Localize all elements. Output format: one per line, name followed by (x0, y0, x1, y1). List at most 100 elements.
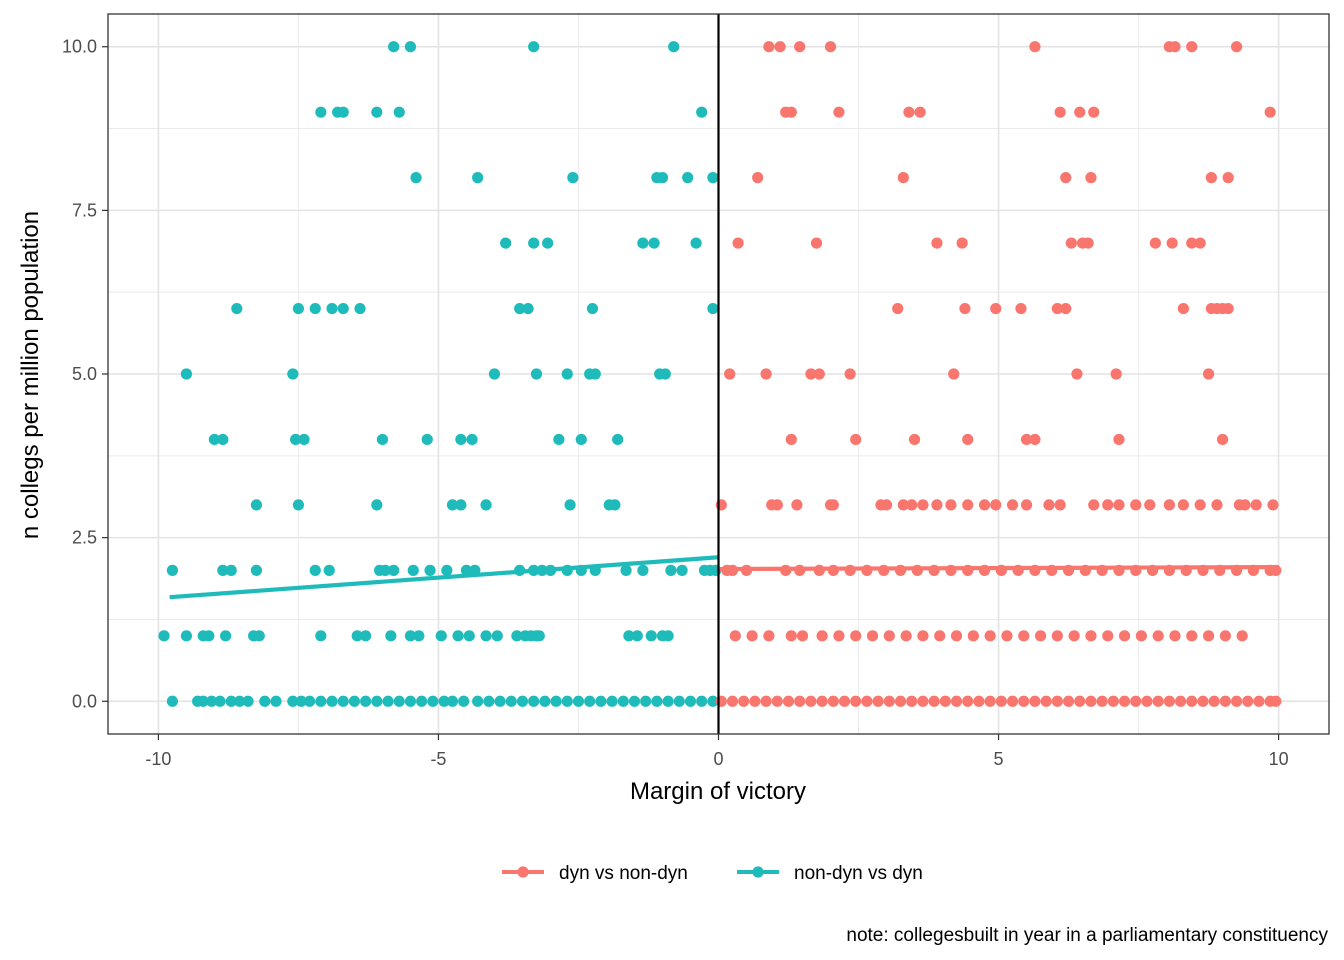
data-point (290, 433, 302, 446)
data-point (637, 564, 649, 576)
data-point (850, 433, 862, 446)
y-tick-label: 0.0 (72, 691, 97, 711)
data-point (572, 695, 585, 707)
data-point (707, 302, 719, 315)
data-point (250, 499, 263, 511)
legend: dyn vs non-dyn non-dyn vs dyn (502, 863, 923, 884)
data-point (623, 630, 635, 642)
data-point (1236, 630, 1248, 642)
data-point (424, 564, 436, 576)
data-point (760, 368, 772, 380)
data-point (833, 106, 845, 118)
data-point (813, 368, 825, 380)
data-point (533, 630, 545, 642)
data-point (561, 368, 573, 380)
data-point (690, 237, 702, 249)
data-point (253, 630, 265, 642)
data-point (897, 172, 909, 184)
data-point (584, 695, 596, 707)
data-point (309, 302, 321, 315)
x-axis-title: Margin of victory (630, 778, 806, 805)
data-point (612, 433, 624, 446)
data-point (208, 433, 221, 446)
data-point (1194, 237, 1206, 249)
data-point (628, 695, 641, 707)
data-point (838, 695, 851, 707)
data-point (166, 695, 179, 707)
data-point (1130, 695, 1142, 707)
data-point (1085, 695, 1097, 707)
data-point (1177, 302, 1189, 315)
data-point (1051, 630, 1063, 642)
data-point (309, 564, 321, 576)
data-point (1006, 499, 1019, 511)
data-point (844, 368, 856, 380)
data-point (659, 368, 671, 380)
data-point (774, 41, 786, 53)
data-point (931, 499, 943, 511)
data-point (337, 695, 349, 707)
data-point (393, 695, 405, 707)
data-point (413, 630, 425, 642)
legend-item: non-dyn vs dyn (737, 863, 923, 884)
data-point (553, 433, 565, 446)
data-point (1102, 630, 1114, 642)
data-point (962, 499, 974, 511)
data-point (1242, 695, 1254, 707)
data-point (180, 630, 193, 642)
data-point (1088, 106, 1100, 118)
data-point (427, 695, 439, 707)
data-point (906, 499, 918, 511)
x-tick-label: -10 (145, 749, 171, 769)
data-point (794, 41, 806, 53)
x-tick-label: -5 (430, 749, 446, 769)
data-point (1015, 302, 1027, 315)
data-point (956, 237, 968, 249)
data-point (1219, 630, 1231, 642)
data-point (1001, 630, 1013, 642)
data-point (684, 695, 697, 707)
data-point (1205, 172, 1217, 184)
x-axis: -10 -5 0 5 10 (145, 734, 1289, 769)
data-point (1177, 499, 1189, 511)
data-point (242, 695, 254, 707)
data-point (217, 433, 229, 446)
data-point (1186, 630, 1198, 642)
data-point (782, 695, 795, 707)
data-point (771, 499, 783, 511)
data-point (1163, 695, 1175, 707)
data-point (1174, 695, 1187, 707)
data-point (833, 630, 845, 642)
data-point (458, 695, 470, 707)
data-point (928, 695, 940, 707)
data-point (914, 106, 926, 118)
data-point (640, 695, 652, 707)
data-point (1270, 695, 1282, 707)
data-point (763, 41, 775, 53)
data-point (494, 695, 506, 707)
data-point (984, 630, 996, 642)
data-point (595, 695, 607, 707)
data-point (1216, 433, 1229, 446)
data-point (416, 695, 428, 707)
data-point (561, 695, 573, 707)
data-point (270, 695, 282, 707)
data-point (967, 630, 979, 642)
data-point (906, 695, 918, 707)
data-point (298, 433, 310, 446)
data-point (1149, 237, 1161, 249)
data-point (1102, 499, 1114, 511)
data-point (1085, 630, 1097, 642)
data-point (1267, 499, 1279, 511)
data-point (959, 302, 971, 315)
data-point (1051, 695, 1063, 707)
data-point (371, 695, 383, 707)
data-point (1006, 695, 1019, 707)
data-point (637, 237, 649, 249)
data-point (962, 695, 974, 707)
data-point (962, 433, 974, 446)
data-point (850, 695, 862, 707)
data-point (315, 695, 327, 707)
data-point (732, 237, 744, 249)
data-point (1074, 106, 1086, 118)
